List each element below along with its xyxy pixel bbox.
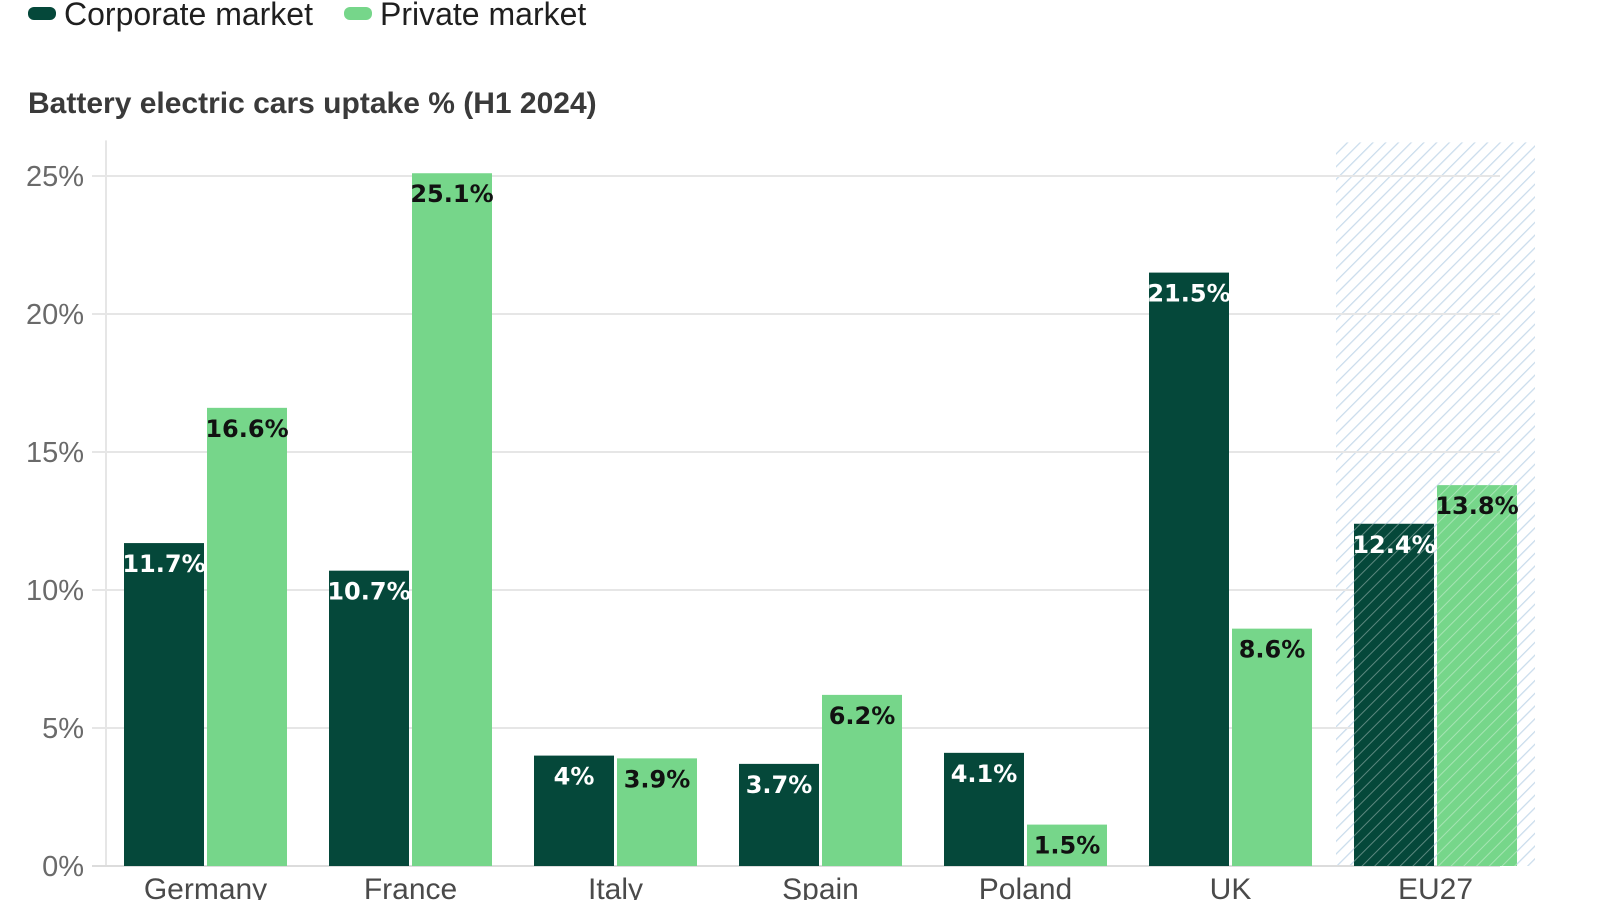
y-tick-label: 5% xyxy=(42,713,84,745)
data-label-corporate-poland: 4.1% xyxy=(951,760,1018,788)
bar-corporate-spain xyxy=(739,763,819,866)
x-tick-label-france: France xyxy=(364,873,457,900)
x-tick-label-spain: Spain xyxy=(782,873,859,900)
data-label-private-eu27: 13.8% xyxy=(1435,492,1518,520)
bar-corporate-france xyxy=(329,570,409,866)
legend-label-private: Private market xyxy=(380,0,586,32)
bar-corporate-germany xyxy=(124,543,204,866)
x-tick-label-uk: UK xyxy=(1210,873,1252,900)
data-label-corporate-germany: 11.7% xyxy=(122,550,205,578)
data-label-private-uk: 8.6% xyxy=(1239,636,1306,664)
bar-corporate-italy xyxy=(534,755,614,866)
bar-hatch-overlay xyxy=(1437,485,1517,866)
x-tick-label-germany: Germany xyxy=(144,873,267,900)
y-tick-label: 20% xyxy=(26,299,84,331)
chart-title: Battery electric cars uptake % (H1 2024) xyxy=(28,87,597,120)
y-axis-ticks: 0% 5% 10% 15% 20% 25% xyxy=(26,161,84,883)
data-label-private-poland: 1.5% xyxy=(1034,832,1101,860)
bar-corporate-poland xyxy=(944,752,1024,866)
legend: Corporate market Private market xyxy=(28,0,586,32)
data-label-corporate-france: 10.7% xyxy=(327,578,410,606)
bar-private-germany xyxy=(207,407,287,866)
x-tick-label-poland: Poland xyxy=(979,873,1072,900)
bars xyxy=(124,173,1517,867)
legend-swatch-corporate xyxy=(28,7,56,20)
y-tick-label: 15% xyxy=(26,437,84,469)
data-labels: 11.7% 16.6% 10.7% 25.1% 4% 3.9% 3.7% 6.2% 4.1% 1.… xyxy=(122,180,1518,859)
data-label-corporate-eu27: 12.4% xyxy=(1352,531,1435,559)
bar-private-france xyxy=(412,173,492,867)
y-tick-label: 0% xyxy=(42,851,84,883)
legend-swatch-private xyxy=(344,7,372,20)
data-label-private-spain: 6.2% xyxy=(829,702,896,730)
data-label-private-italy: 3.9% xyxy=(624,765,691,793)
x-tick-label-italy: Italy xyxy=(588,873,643,900)
data-label-corporate-spain: 3.7% xyxy=(746,771,813,799)
x-tick-label-eu27: EU27 xyxy=(1398,873,1473,900)
legend-label-corporate: Corporate market xyxy=(64,0,313,32)
bar-private-uk xyxy=(1232,628,1312,866)
y-tick-label: 10% xyxy=(26,575,84,607)
y-tick-label: 25% xyxy=(26,161,84,193)
x-axis-categories: Germany France Italy Spain Poland UK EU27 xyxy=(144,873,1473,900)
data-label-private-france: 25.1% xyxy=(410,180,493,208)
bar-private-spain xyxy=(822,694,902,866)
data-label-corporate-italy: 4% xyxy=(554,763,595,791)
bar-private-poland xyxy=(1027,824,1107,866)
data-label-corporate-uk: 21.5% xyxy=(1147,280,1230,308)
data-label-private-germany: 16.6% xyxy=(205,415,288,443)
bar-corporate-uk xyxy=(1149,272,1229,867)
gridlines xyxy=(92,140,1500,867)
bar-hatch-overlay xyxy=(1354,523,1434,866)
bar-private-italy xyxy=(617,758,697,866)
